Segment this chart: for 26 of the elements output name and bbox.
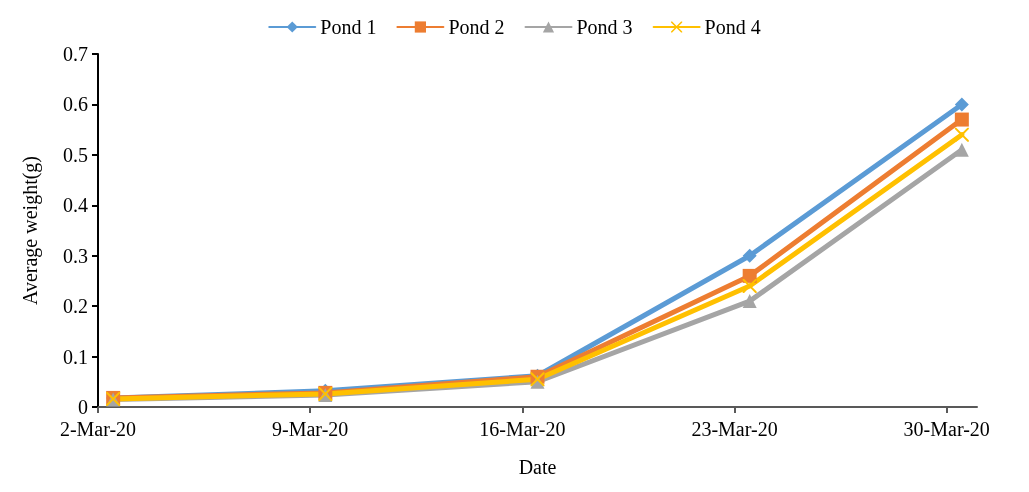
x-axis-title: Date <box>518 456 557 478</box>
y-tick-label: 0.3 <box>63 244 88 267</box>
point <box>742 248 757 263</box>
y-tick-label: 0 <box>78 396 88 418</box>
y-tick-label: 0.7 <box>63 43 88 65</box>
x-tick-label: 30-Mar-20 <box>903 418 990 440</box>
y-tick-label: 0.5 <box>63 143 88 166</box>
x-tick-label: 2-Mar-20 <box>59 418 137 440</box>
y-tick-label: 0.1 <box>63 345 88 368</box>
y-axis-title: Average weight(g) <box>19 155 42 306</box>
point <box>742 294 757 309</box>
point <box>954 142 969 157</box>
legend-label: Pond 3 <box>576 16 633 38</box>
y-tick-label: 0.4 <box>63 194 88 217</box>
x-tick-label: 23-Mar-20 <box>691 418 778 440</box>
x-tick-label: 16-Mar-20 <box>479 418 566 440</box>
x-tick-label: 9-Mar-20 <box>272 418 349 440</box>
point <box>954 97 969 112</box>
point <box>742 278 757 293</box>
y-tick-label: 0.2 <box>63 295 88 318</box>
point <box>954 127 969 142</box>
legend-label: Pond 4 <box>704 16 761 38</box>
legend-label: Pond 1 <box>320 16 377 38</box>
legend-label: Pond 2 <box>448 16 505 38</box>
y-tick-label: 0.6 <box>63 93 88 116</box>
point <box>954 112 969 127</box>
